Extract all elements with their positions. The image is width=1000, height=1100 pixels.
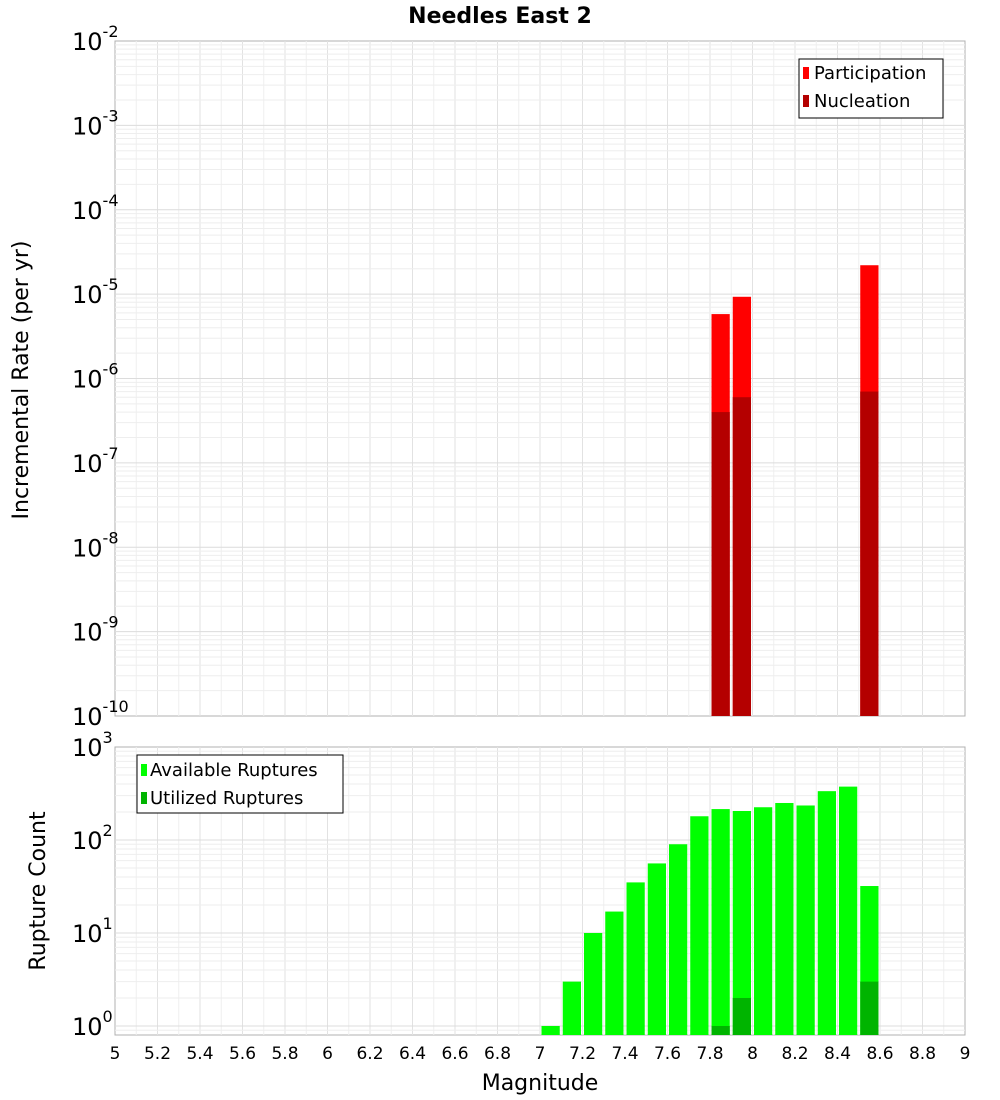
- x-tick-label: 9: [960, 1044, 971, 1064]
- available-ruptures-legend-label: Available Ruptures: [150, 760, 318, 781]
- x-tick-label: 7.4: [611, 1044, 638, 1064]
- x-tick-label: 6.4: [399, 1044, 426, 1064]
- rate-y-tick-label: 10-4: [72, 191, 119, 225]
- participation-legend-label: Participation: [814, 63, 926, 84]
- count-bar-available-ruptures: [605, 911, 624, 1035]
- count-panel: 100 101 102 103 5 5.2 5.4 5.6 5.8 6 6.2 6.4 6.6 6.8 7…: [26, 728, 970, 1096]
- rate-bars: [711, 265, 879, 716]
- count-bar-available-ruptures: [690, 816, 709, 1035]
- x-tick-label: 8: [747, 1044, 758, 1064]
- x-tick-label: 6.2: [356, 1044, 383, 1064]
- nucleation-legend-swatch: [803, 95, 809, 107]
- count-bar-available-ruptures: [584, 932, 603, 1035]
- x-tick-label: 7: [535, 1044, 546, 1064]
- count-bar-available-ruptures: [732, 811, 751, 1035]
- rate-y-tick-label: 10-9: [72, 613, 119, 647]
- x-tick-label: 8.6: [866, 1044, 893, 1064]
- count-y-tick-label: 103: [72, 728, 113, 762]
- x-tick-label: 7.8: [696, 1044, 723, 1064]
- count-bar-utilized-ruptures: [711, 1025, 730, 1035]
- count-y-tick-labels: 100 101 102 103: [72, 728, 113, 1041]
- rate-bar-nucleation: [860, 391, 879, 716]
- x-tick-label: 5.8: [271, 1044, 298, 1064]
- count-bar-available-ruptures: [711, 809, 730, 1035]
- count-y-tick-label: 101: [72, 914, 113, 948]
- utilized-ruptures-legend-swatch: [141, 792, 147, 804]
- rate-y-tick-label: 10-2: [72, 22, 119, 56]
- count-y-tick-label: 100: [72, 1007, 113, 1041]
- count-bar-utilized-ruptures: [860, 981, 879, 1035]
- x-axis-label: Magnitude: [482, 1071, 599, 1096]
- count-legend-box: [136, 754, 344, 814]
- count-bar-available-ruptures: [669, 844, 688, 1035]
- rate-y-tick-label: 10-7: [72, 444, 119, 478]
- count-legend: Available Ruptures Utilized Ruptures: [136, 754, 344, 814]
- x-tick-label: 6.8: [484, 1044, 511, 1064]
- rate-y-tick-label: 10-3: [72, 106, 119, 140]
- count-bar-available-ruptures: [562, 981, 581, 1035]
- nucleation-legend-label: Nucleation: [814, 91, 910, 112]
- available-ruptures-legend-swatch: [141, 764, 147, 776]
- chart-title: Needles East 2: [408, 4, 592, 29]
- count-bar-available-ruptures: [796, 805, 815, 1035]
- rate-y-axis-label: Incremental Rate (per yr): [9, 241, 34, 520]
- rate-bar-nucleation: [732, 397, 751, 716]
- x-tick-label: 5.2: [144, 1044, 171, 1064]
- rate-panel: 10-10 10-9 10-8 10-7 10-6 10-5 10-4 10-3 10-2 In…: [9, 22, 966, 731]
- count-bar-available-ruptures: [541, 1025, 560, 1035]
- count-y-tick-label: 102: [72, 821, 113, 855]
- x-tick-label: 5.4: [186, 1044, 213, 1064]
- x-tick-label: 8.2: [781, 1044, 808, 1064]
- count-bar-available-ruptures: [647, 863, 666, 1035]
- rate-y-tick-label: 10-8: [72, 528, 119, 562]
- x-tick-label: 6.6: [441, 1044, 468, 1064]
- rate-y-tick-labels: 10-10 10-9 10-8 10-7 10-6 10-5 10-4 10-3 10-2: [72, 22, 129, 731]
- rate-y-tick-label: 10-6: [72, 360, 119, 394]
- participation-legend-swatch: [803, 67, 809, 79]
- x-tick-label: 8.4: [824, 1044, 851, 1064]
- count-bar-available-ruptures: [839, 786, 858, 1035]
- count-bar-available-ruptures: [775, 802, 794, 1035]
- rate-gridlines: [115, 41, 965, 716]
- rate-y-tick-label: 10-10: [72, 697, 129, 731]
- count-y-axis-label: Rupture Count: [26, 811, 51, 971]
- count-bar-utilized-ruptures: [732, 997, 751, 1035]
- utilized-ruptures-legend-label: Utilized Ruptures: [150, 788, 303, 809]
- count-bar-available-ruptures: [626, 882, 645, 1035]
- x-tick-label: 5: [110, 1044, 121, 1064]
- count-bar-available-ruptures: [817, 791, 836, 1035]
- x-tick-label: 8.8: [909, 1044, 936, 1064]
- count-bars: [541, 786, 879, 1035]
- x-tick-labels: 5 5.2 5.4 5.6 5.8 6 6.2 6.4 6.6 6.8 7 7.2 7.4 7.6 7.8 8…: [110, 1044, 971, 1064]
- count-bar-available-ruptures: [754, 807, 773, 1035]
- x-tick-label: 7.6: [654, 1044, 681, 1064]
- rate-y-tick-label: 10-5: [72, 275, 119, 309]
- rate-bar-nucleation: [711, 412, 730, 716]
- x-tick-label: 5.6: [229, 1044, 256, 1064]
- x-tick-label: 6: [322, 1044, 333, 1064]
- x-tick-label: 7.2: [569, 1044, 596, 1064]
- rate-legend-box: [798, 58, 944, 119]
- rate-legend: Participation Nucleation: [798, 58, 944, 119]
